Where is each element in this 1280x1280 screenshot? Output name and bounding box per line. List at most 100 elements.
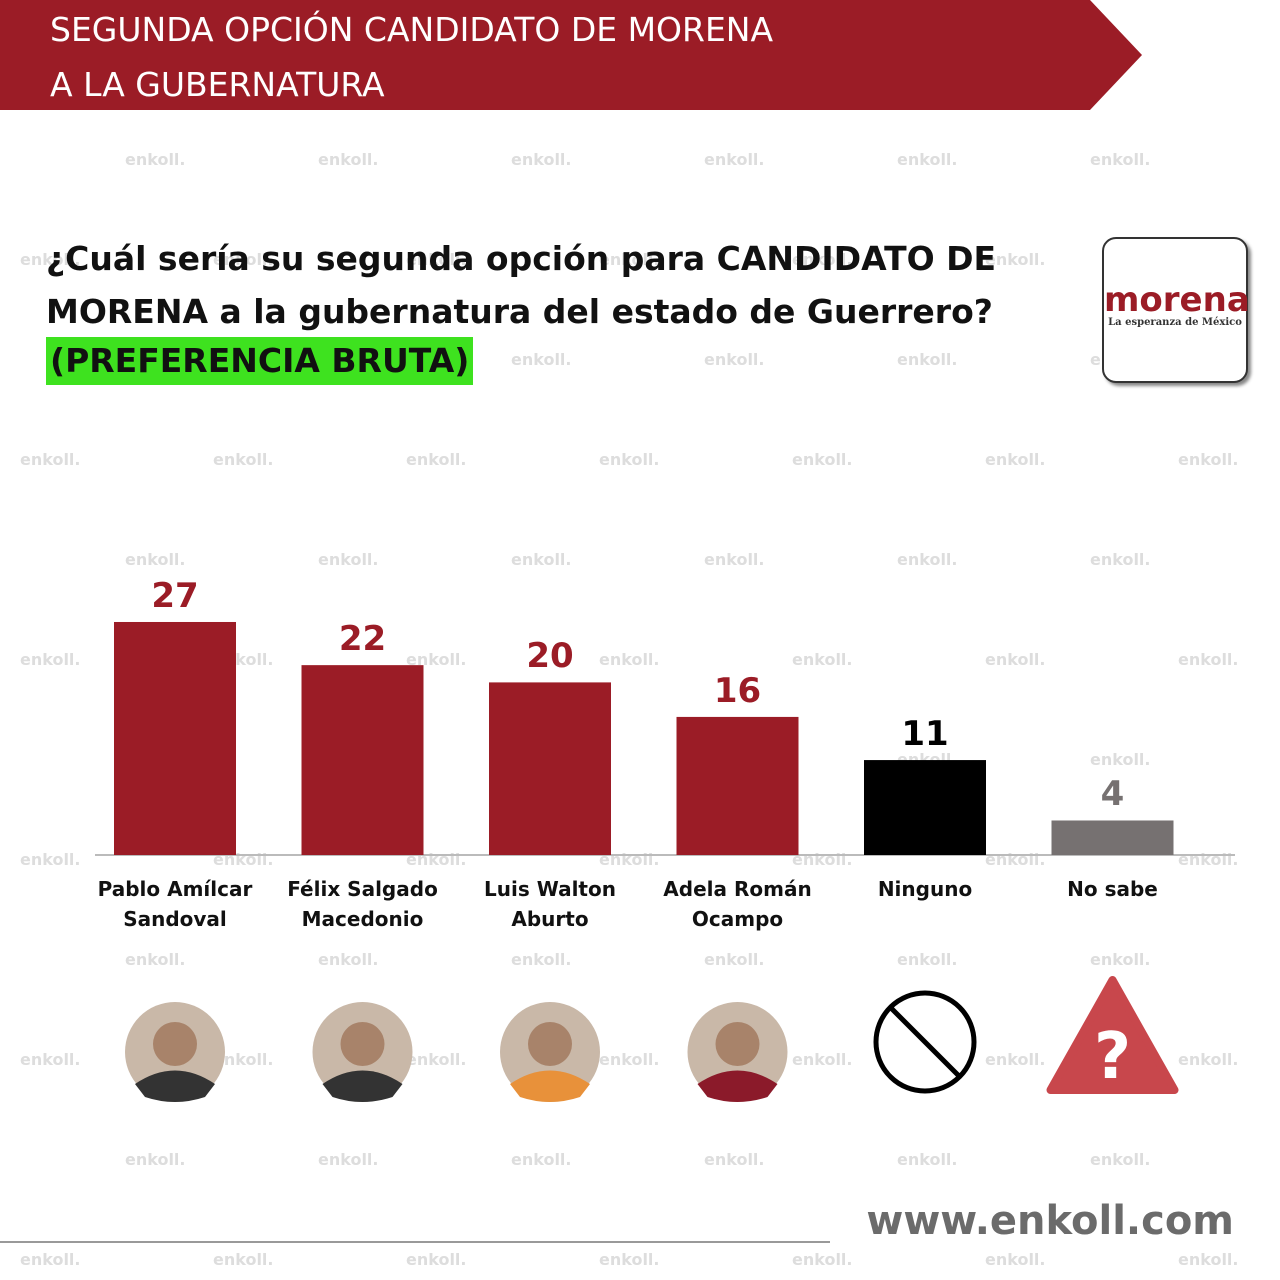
- bar: [489, 682, 611, 855]
- note: (PREFERENCIA BRUTA): [46, 337, 474, 385]
- unknown-icon: [1046, 976, 1179, 1094]
- watermark: enkoll.: [20, 850, 81, 869]
- watermark: enkoll.: [1090, 150, 1151, 169]
- watermark: enkoll.: [1178, 650, 1239, 669]
- watermark: enkoll.: [20, 1050, 81, 1069]
- watermark: enkoll.: [406, 650, 467, 669]
- photo-body: [510, 1070, 590, 1102]
- watermark: enkoll.: [599, 650, 660, 669]
- watermark: enkoll.: [704, 350, 765, 369]
- watermark: enkoll.: [704, 1150, 765, 1169]
- watermark: enkoll.: [20, 250, 81, 269]
- watermark: enkoll.: [1178, 1050, 1239, 1069]
- bar: [114, 621, 236, 855]
- watermark: enkoll.: [792, 1250, 853, 1269]
- category-label: Adela Román Ocampo: [663, 877, 812, 931]
- watermark: enkoll.: [318, 550, 379, 569]
- watermark: enkoll.: [985, 450, 1046, 469]
- photo-body: [135, 1070, 215, 1102]
- photo-face: [340, 1022, 385, 1066]
- footer-url: www.enkoll.com: [866, 1198, 1234, 1244]
- watermark: enkoll.: [406, 1050, 467, 1069]
- watermark: enkoll.: [213, 1250, 274, 1269]
- watermark: enkoll.: [318, 950, 379, 969]
- watermark: enkoll.: [599, 1050, 660, 1069]
- watermark: enkoll.: [1090, 950, 1151, 969]
- watermark: enkoll.: [985, 1250, 1046, 1269]
- value-label: 27: [151, 575, 199, 616]
- watermark: enkoll.: [318, 150, 379, 169]
- watermark: enkoll.: [897, 950, 958, 969]
- watermark: enkoll.: [213, 1050, 274, 1069]
- unknown-symbol: ?: [1094, 1020, 1131, 1094]
- watermark: enkoll.: [704, 950, 765, 969]
- watermark: enkoll.: [213, 250, 274, 269]
- watermark: enkoll.: [792, 250, 853, 269]
- logo-name: morena: [1104, 280, 1250, 320]
- watermark: enkoll.: [985, 1050, 1046, 1069]
- header-band: [0, 0, 1142, 110]
- category-label: Félix Salgado Macedonio: [287, 877, 438, 931]
- photo-body: [322, 1070, 403, 1102]
- watermark: enkoll.: [213, 450, 274, 469]
- question: ¿Cuál sería su segunda opción para CANDI…: [46, 239, 997, 331]
- photo-face: [528, 1022, 572, 1066]
- none-slash: [889, 1006, 961, 1078]
- watermark: enkoll.: [897, 1150, 958, 1169]
- watermark: enkoll.: [704, 550, 765, 569]
- watermark: enkoll.: [125, 150, 186, 169]
- watermark: enkoll.: [1178, 1250, 1239, 1269]
- watermark: enkoll.: [511, 350, 572, 369]
- watermark: enkoll.: [1090, 1150, 1151, 1169]
- value-label: 16: [713, 670, 762, 711]
- watermark: enkoll.: [125, 1150, 186, 1169]
- title-line: SEGUNDA OPCIÓN CANDIDATO DE MORENA: [50, 10, 774, 49]
- watermark: enkoll.: [897, 350, 958, 369]
- watermark: enkoll.: [318, 1150, 379, 1169]
- watermark: enkoll.: [985, 650, 1046, 669]
- value-label: 20: [526, 636, 574, 677]
- category-label: Luis Walton Aburto: [484, 877, 616, 931]
- watermark: enkoll.: [1090, 550, 1151, 569]
- watermark: enkoll.: [20, 1250, 81, 1269]
- photo-face: [153, 1022, 197, 1066]
- watermark: enkoll.: [792, 650, 853, 669]
- photo-face: [715, 1022, 760, 1066]
- watermark: enkoll.: [20, 650, 81, 669]
- watermark: enkoll.: [511, 950, 572, 969]
- watermark: enkoll.: [125, 950, 186, 969]
- watermark: enkoll.: [897, 150, 958, 169]
- watermark: enkoll.: [985, 250, 1046, 269]
- watermark: enkoll.: [897, 550, 958, 569]
- watermark: enkoll.: [511, 1150, 572, 1169]
- logo: morena La esperanza de México: [1102, 237, 1250, 383]
- bar: [676, 716, 799, 855]
- watermark: enkoll.: [406, 450, 467, 469]
- logo-tagline: La esperanza de México: [1108, 317, 1242, 328]
- category-label: Ninguno: [877, 877, 973, 901]
- category-label: Pablo Amílcar Sandoval: [97, 877, 253, 931]
- watermark: enkoll.: [511, 550, 572, 569]
- title-line: A LA GUBERNATURA: [50, 65, 385, 104]
- bar: [1051, 820, 1174, 855]
- none-icon: [873, 990, 977, 1094]
- watermark: enkoll.: [599, 450, 660, 469]
- value-label: 22: [338, 619, 387, 660]
- value-label: 11: [901, 714, 949, 755]
- photo-body: [697, 1070, 778, 1102]
- watermark: enkoll.: [1178, 450, 1239, 469]
- watermark: enkoll.: [406, 250, 467, 269]
- watermark: enkoll.: [20, 450, 81, 469]
- category-label: No sabe: [1067, 877, 1158, 901]
- watermark: enkoll.: [1090, 750, 1151, 769]
- bar: [864, 760, 986, 855]
- watermark: enkoll.: [511, 150, 572, 169]
- watermark: enkoll.: [792, 450, 853, 469]
- watermark: enkoll.: [125, 550, 186, 569]
- watermark: enkoll.: [406, 1250, 467, 1269]
- bar: [301, 665, 424, 855]
- watermark: enkoll.: [704, 150, 765, 169]
- watermark: enkoll.: [599, 1250, 660, 1269]
